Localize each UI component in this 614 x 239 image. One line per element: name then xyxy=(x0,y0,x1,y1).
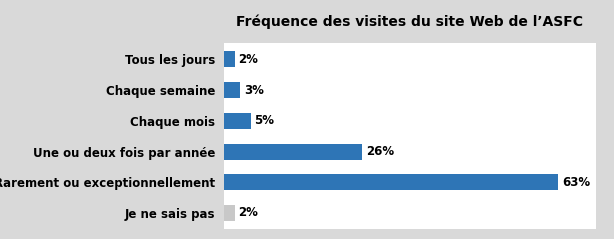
Bar xyxy=(224,113,251,129)
Bar xyxy=(224,82,240,98)
Bar xyxy=(224,205,235,221)
Bar xyxy=(224,174,558,190)
Text: Fréquence des visites du site Web de l’ASFC: Fréquence des visites du site Web de l’A… xyxy=(236,14,583,29)
Text: 3%: 3% xyxy=(244,84,263,97)
Text: 5%: 5% xyxy=(254,114,274,127)
Text: 63%: 63% xyxy=(562,176,590,189)
Text: 2%: 2% xyxy=(238,206,258,219)
Bar xyxy=(224,144,362,160)
Bar xyxy=(224,51,235,67)
Text: 2%: 2% xyxy=(238,53,258,66)
Text: 26%: 26% xyxy=(366,145,394,158)
